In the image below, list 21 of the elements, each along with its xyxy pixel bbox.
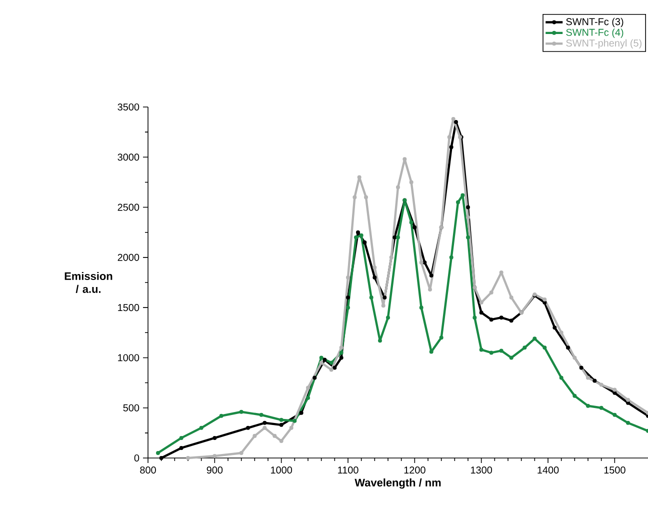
y-tick-label: 2500 (118, 204, 140, 211)
x-tick-label: 1300 (471, 466, 492, 474)
x-axis-title: Wavelength / nm (354, 478, 441, 489)
x-tick-label: 1100 (338, 466, 358, 474)
y-tick-label: 0 (134, 454, 140, 462)
x-tick-label: 900 (206, 466, 223, 474)
y-tick-label: 1000 (118, 354, 140, 362)
y-tick-label: 3500 (118, 103, 140, 111)
x-tick-label: 1200 (404, 466, 426, 474)
y-tick-label: 1500 (118, 304, 140, 312)
y-tick-label: 500 (123, 404, 140, 412)
y-tick-label: 3000 (118, 154, 140, 161)
legend-label: SWNT-Fc (3) (566, 18, 624, 28)
x-tick-label: 1500 (604, 466, 626, 474)
x-tick-label: 1000 (271, 466, 292, 474)
y-axis-title: Emission / a.u. (64, 272, 112, 294)
legend-label: SWNT-phenyl (5) (566, 39, 642, 49)
x-tick-label: 1400 (538, 466, 559, 474)
y-tick-label: 2000 (118, 254, 140, 261)
x-tick-label: 800 (140, 466, 156, 474)
legend-label: SWNT-Fc (4) (566, 28, 624, 38)
